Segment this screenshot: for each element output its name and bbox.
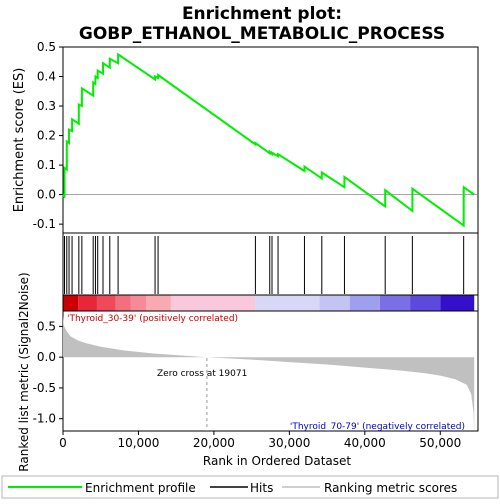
metric-y-tick-label: 0.5 <box>37 319 56 333</box>
x-tick-label: 50,000 <box>419 436 461 450</box>
metric-y-tick-label: 0.0 <box>37 350 56 364</box>
hit-lines <box>64 236 465 294</box>
x-axis-label: Rank in Ordered Dataset <box>203 454 351 468</box>
es-y-tick-label: 0.4 <box>37 70 56 84</box>
ranked-bar-segment <box>319 295 350 311</box>
es-y-tick-label: 0.1 <box>37 158 56 172</box>
ranked-bar-segment <box>349 295 380 311</box>
ranked-bar-segment <box>146 295 171 311</box>
legend-frame <box>1 475 499 499</box>
es-y-label: Enrichment score (ES) <box>12 68 27 213</box>
ranked-bar-segment <box>255 295 320 311</box>
title-line-1: Enrichment plot: <box>182 4 342 24</box>
x-tick-label: 40,000 <box>344 436 386 450</box>
es-y-tick-label: -0.1 <box>33 217 56 231</box>
ranked-bar-segment <box>130 295 146 311</box>
ranked-bar-segment <box>379 295 411 311</box>
metric-panel: -1.0 -0.5 0.0 0.5 0 10,000 20,000 30,000 40,000… <box>33 310 479 450</box>
es-y-tick-label: 0.3 <box>37 99 56 113</box>
enrichment-profile-line <box>62 52 475 228</box>
es-y-tick-label: 0.0 <box>37 188 56 202</box>
metric-y-label: Ranked list metric (Signal2Noise) <box>17 272 31 471</box>
metric-y-axis: -1.0 -0.5 0.0 0.5 <box>33 319 63 426</box>
ranked-list-bar <box>63 295 475 311</box>
legend-enrichment-label: Enrichment profile <box>85 481 196 495</box>
title-line-2: GOBP_ETHANOL_METABOLIC_PROCESS <box>79 24 445 44</box>
x-tick-label: 0 <box>59 436 67 450</box>
hits-panel <box>62 232 479 296</box>
positive-correlation-label: 'Thyroid_30-39' (positively correlated) <box>67 314 238 324</box>
legend-hits-label: Hits <box>250 481 273 495</box>
hits-panel-frame <box>62 232 479 296</box>
es-y-tick-label: 0.2 <box>37 129 56 143</box>
es-panel-frame <box>62 46 479 234</box>
ranked-bar-segment <box>63 295 79 311</box>
metric-y-tick-label: -1.0 <box>33 412 56 426</box>
es-y-axis: -0.1 0.0 0.1 0.2 0.3 0.4 0.5 <box>33 40 63 231</box>
zero-cross-label: Zero cross at 19071 <box>157 369 247 379</box>
es-panel: -0.1 0.0 0.1 0.2 0.3 0.4 0.5 <box>33 40 479 234</box>
x-tick-label: 20,000 <box>193 436 235 450</box>
negative-correlation-label: 'Thyroid_70-79' (negatively correlated) <box>290 422 465 432</box>
x-tick-label: 10,000 <box>117 436 159 450</box>
ranked-bar-segment <box>115 295 131 311</box>
ranked-bar-segment <box>170 295 256 311</box>
metric-y-tick-label: -0.5 <box>33 381 56 395</box>
legend-metric-label: Ranking metric scores <box>324 481 457 495</box>
x-axis: 0 10,000 20,000 30,000 40,000 50,000 <box>59 431 461 450</box>
ranked-bar-segment <box>410 295 441 311</box>
es-y-tick-label: 0.5 <box>37 40 56 54</box>
ranked-bar-segment <box>78 295 97 311</box>
legend: Enrichment profile Hits Ranking metric s… <box>1 475 499 499</box>
ranked-bar-segment <box>440 295 475 311</box>
x-tick-label: 30,000 <box>268 436 310 450</box>
ranked-bar-segment <box>96 295 116 311</box>
